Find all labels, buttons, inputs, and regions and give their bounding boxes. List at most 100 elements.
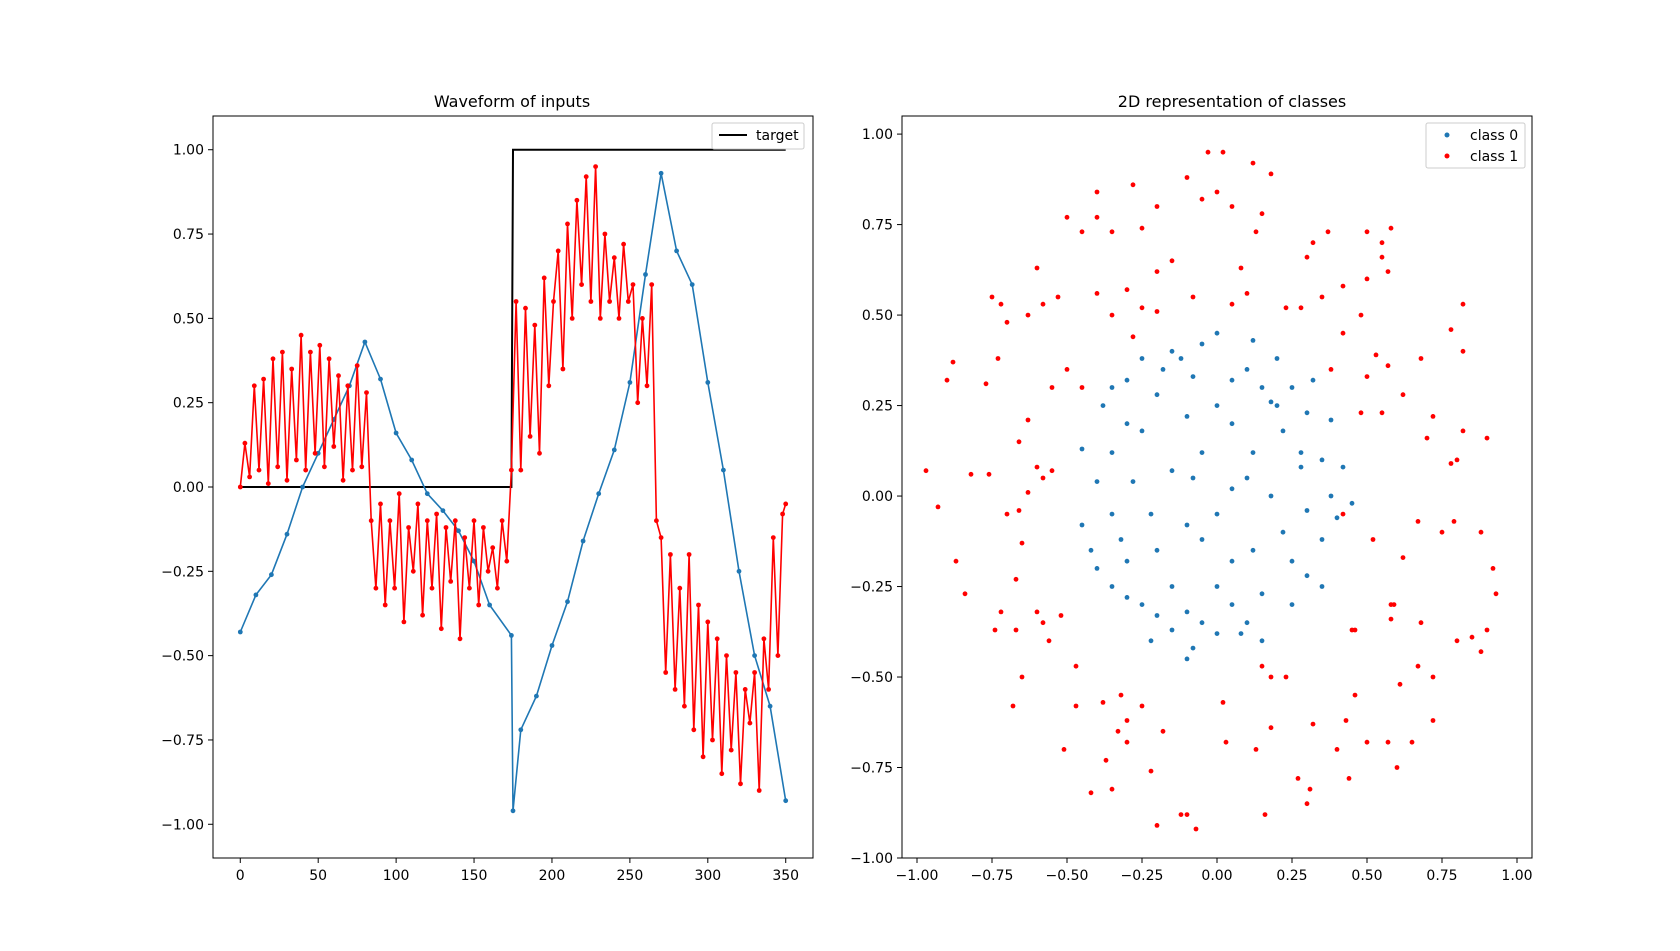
class1-point: [1223, 739, 1229, 745]
class0-point: [1178, 356, 1184, 361]
blue-series-point: [689, 282, 695, 287]
class1-point: [1460, 301, 1466, 307]
class1-point: [983, 381, 989, 387]
classes-legend-class1-label: class 1: [1470, 149, 1518, 165]
red-series-point: [317, 342, 323, 348]
class1-point: [1184, 812, 1190, 817]
class0-point: [1154, 392, 1160, 398]
red-series-point: [350, 467, 355, 473]
class1-point: [1025, 490, 1031, 495]
class1-point: [1409, 739, 1415, 745]
red-series-point: [728, 747, 734, 753]
blue-series-point: [767, 703, 773, 709]
red-series-point: [658, 535, 664, 540]
class1-point: [1352, 692, 1358, 698]
y-tick-label: 0.25: [173, 396, 204, 412]
class0-point: [1340, 464, 1346, 470]
class1-point: [1319, 294, 1325, 300]
class1-point: [1469, 634, 1475, 640]
class0-point: [1109, 511, 1115, 517]
class0-point: [1250, 338, 1256, 343]
class0-point: [1079, 446, 1085, 452]
blue-series-point: [627, 380, 633, 385]
red-series-point: [359, 464, 365, 470]
class1-point: [1259, 663, 1265, 669]
red-series-point: [364, 390, 369, 395]
red-series-point: [677, 585, 683, 591]
class1-point: [1064, 367, 1070, 372]
class1-point: [1418, 620, 1424, 626]
class0-point: [1229, 486, 1235, 492]
class1-point: [1379, 254, 1385, 260]
red-series-point: [504, 558, 510, 564]
class1-point: [1268, 725, 1274, 731]
red-series-point: [569, 316, 575, 321]
class0-point: [1304, 573, 1310, 579]
red-series-point: [462, 535, 468, 540]
class0-point: [1184, 522, 1190, 528]
blue-series-point: [440, 508, 446, 513]
red-series-point: [766, 687, 771, 692]
class1-point: [1262, 812, 1268, 817]
red-series-point: [471, 518, 477, 524]
class1-point: [1364, 276, 1370, 282]
x-tick-label: 150: [461, 868, 488, 884]
class1-point: [1124, 739, 1130, 745]
class1-point: [1094, 291, 1100, 296]
class1-point: [1214, 189, 1220, 195]
red-series-point: [485, 568, 491, 574]
class0-point: [1214, 403, 1220, 408]
class0-point: [1190, 645, 1196, 651]
class1-point: [1061, 747, 1067, 752]
red-series-point: [401, 619, 407, 625]
class1-point: [1034, 464, 1040, 470]
class1-point: [1040, 475, 1046, 481]
class0-point: [1079, 522, 1085, 528]
class1-point: [1190, 294, 1196, 300]
red-series-point: [518, 467, 524, 473]
class0-point: [1124, 377, 1130, 383]
class0-point: [1304, 508, 1310, 513]
red-series-point: [509, 467, 514, 473]
class1-point: [1058, 613, 1064, 618]
red-series-point: [410, 568, 416, 574]
x-tick-label: 0: [236, 868, 245, 884]
blue-series-point: [534, 693, 539, 699]
class1-point: [1040, 620, 1046, 626]
class1-point: [1019, 540, 1025, 546]
red-series-point: [443, 525, 449, 530]
x-tick-label: 350: [772, 868, 799, 884]
class1-point: [1400, 392, 1406, 398]
class1-point: [1229, 301, 1235, 307]
red-series-point: [495, 585, 500, 591]
red-series-point: [710, 737, 715, 743]
class1-point: [1049, 385, 1055, 390]
class1-point: [1229, 204, 1235, 209]
class1-point: [1493, 591, 1499, 597]
x-tick-label: 300: [694, 868, 721, 884]
red-series-point: [705, 619, 711, 625]
red-series-point: [382, 602, 388, 608]
class1-point: [1079, 229, 1085, 235]
class0-point: [1094, 479, 1100, 484]
class0-point: [1229, 602, 1235, 607]
blue-series-point: [783, 798, 789, 804]
red-series-point: [668, 552, 673, 557]
red-series-point: [387, 518, 393, 524]
class0-point: [1319, 584, 1325, 589]
class1-point: [1025, 417, 1031, 423]
class1-point: [1124, 287, 1130, 293]
class1-point: [1448, 461, 1454, 466]
class1-point: [1055, 294, 1061, 300]
class1-point: [1400, 555, 1406, 560]
class1-point: [1379, 240, 1385, 246]
class1-point: [1364, 374, 1370, 379]
class1-point: [1310, 240, 1316, 246]
red-series-point: [696, 602, 701, 608]
blue-series-point: [736, 568, 742, 574]
y-tick-label: −0.25: [850, 580, 893, 596]
class1-point: [1118, 692, 1124, 698]
x-tick-label: 200: [539, 868, 566, 884]
class1-point: [1268, 674, 1274, 680]
